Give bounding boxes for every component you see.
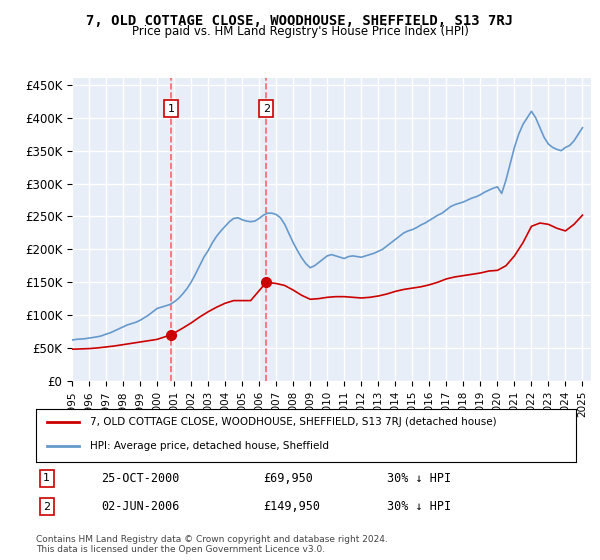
Text: HPI: Average price, detached house, Sheffield: HPI: Average price, detached house, Shef…: [90, 441, 329, 451]
Text: 30% ↓ HPI: 30% ↓ HPI: [387, 500, 451, 513]
Text: Price paid vs. HM Land Registry's House Price Index (HPI): Price paid vs. HM Land Registry's House …: [131, 25, 469, 38]
Text: 7, OLD COTTAGE CLOSE, WOODHOUSE, SHEFFIELD, S13 7RJ: 7, OLD COTTAGE CLOSE, WOODHOUSE, SHEFFIE…: [86, 14, 514, 28]
Text: £69,950: £69,950: [263, 472, 313, 485]
Text: 02-JUN-2006: 02-JUN-2006: [101, 500, 179, 513]
Text: 25-OCT-2000: 25-OCT-2000: [101, 472, 179, 485]
Text: 7, OLD COTTAGE CLOSE, WOODHOUSE, SHEFFIELD, S13 7RJ (detached house): 7, OLD COTTAGE CLOSE, WOODHOUSE, SHEFFIE…: [90, 417, 497, 427]
Text: 1: 1: [167, 104, 175, 114]
Text: 1: 1: [43, 473, 50, 483]
Text: 2: 2: [263, 104, 270, 114]
Text: Contains HM Land Registry data © Crown copyright and database right 2024.
This d: Contains HM Land Registry data © Crown c…: [36, 535, 388, 554]
Text: £149,950: £149,950: [263, 500, 320, 513]
Text: 30% ↓ HPI: 30% ↓ HPI: [387, 472, 451, 485]
Text: 2: 2: [43, 502, 50, 512]
